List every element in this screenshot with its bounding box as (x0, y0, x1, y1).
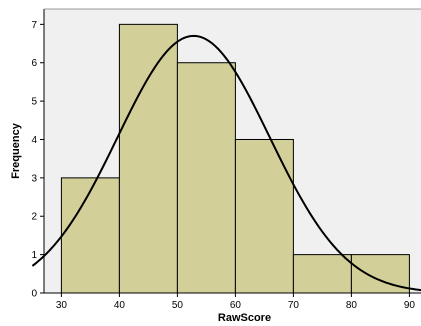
x-tick-label-50: 50 (172, 300, 184, 311)
histogram-bar-4 (292, 254, 352, 294)
histogram-bar-3 (234, 138, 294, 294)
y-tick-label-0: 0 (31, 289, 37, 300)
histogram-bar-1 (118, 23, 178, 294)
x-tick-label-60: 60 (230, 300, 242, 311)
y-tick-label-1: 1 (31, 250, 37, 261)
x-tick-label-40: 40 (114, 300, 126, 311)
x-tick-label-30: 30 (56, 300, 68, 311)
y-tick-label-2: 2 (31, 212, 37, 223)
x-tick-label-80: 80 (346, 300, 358, 311)
y-axis-title: Frequency (10, 122, 22, 179)
y-tick-label-7: 7 (31, 20, 37, 31)
y-tick-label-3: 3 (31, 173, 37, 184)
y-ticks-group: 0 1 2 3 4 5 6 7 (31, 20, 44, 300)
bars-group (60, 23, 410, 294)
histogram-bar-2 (176, 62, 236, 294)
x-tick-label-90: 90 (404, 300, 416, 311)
y-tick-label-6: 6 (31, 58, 37, 69)
y-tick-label-5: 5 (31, 97, 37, 108)
x-ticks-group: 30 40 50 60 70 80 90 (56, 293, 416, 311)
y-tick-label-4: 4 (31, 135, 37, 146)
axes-group (43, 8, 421, 294)
x-tick-label-70: 70 (288, 300, 300, 311)
normal-curve (31, 34, 421, 292)
histogram-bar-0 (60, 177, 120, 294)
x-axis-title: RawScore (218, 312, 271, 324)
